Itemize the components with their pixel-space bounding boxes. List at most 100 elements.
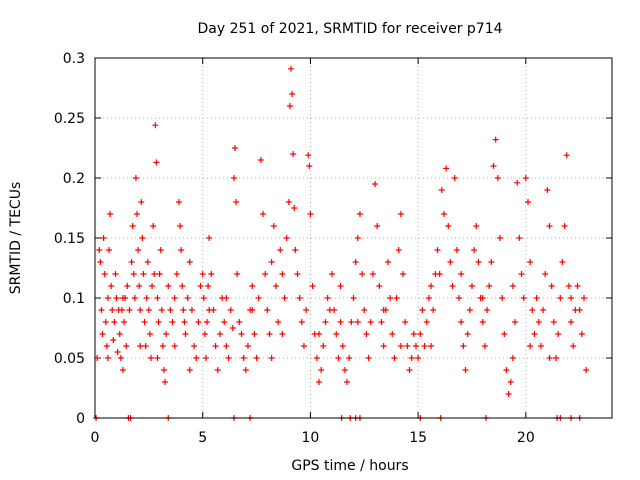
data-point — [344, 379, 351, 385]
data-point — [201, 331, 208, 337]
data-point — [97, 259, 104, 265]
data-point — [268, 259, 275, 265]
data-point — [288, 65, 295, 72]
x-tick-label: 20 — [517, 430, 535, 446]
data-point — [574, 283, 581, 289]
data-point — [227, 307, 234, 313]
data-point — [380, 307, 387, 313]
data-point — [141, 319, 148, 325]
data-point — [143, 295, 150, 301]
data-point — [101, 271, 108, 277]
data-point — [223, 295, 230, 301]
data-point — [232, 145, 239, 151]
data-point — [557, 295, 564, 301]
data-point — [546, 223, 553, 229]
data-point — [132, 175, 139, 181]
data-point — [134, 211, 141, 217]
data-point — [279, 271, 286, 277]
data-point — [395, 247, 402, 253]
data-point — [167, 307, 174, 313]
data-point — [464, 331, 471, 337]
data-point — [202, 355, 209, 361]
data-point — [257, 157, 264, 163]
data-point — [120, 295, 127, 301]
data-point — [361, 307, 368, 313]
data-point — [204, 319, 211, 325]
data-point — [162, 379, 169, 385]
data-point — [380, 343, 387, 349]
data-point — [197, 283, 204, 289]
data-point — [135, 247, 142, 253]
data-point — [98, 307, 105, 313]
data-point — [305, 152, 312, 159]
data-point — [542, 271, 549, 277]
data-point — [492, 136, 499, 143]
data-point — [253, 355, 260, 361]
data-point — [251, 331, 258, 337]
data-point — [208, 271, 215, 277]
data-point — [107, 211, 114, 217]
data-point — [144, 259, 151, 265]
data-point — [186, 367, 193, 373]
data-point — [367, 319, 374, 325]
data-point — [244, 343, 251, 349]
data-point — [242, 367, 249, 373]
data-point — [306, 163, 313, 169]
data-point — [354, 235, 361, 241]
data-point — [570, 343, 577, 349]
data-point — [179, 283, 186, 289]
data-point — [412, 343, 419, 349]
data-point — [583, 367, 590, 373]
data-point — [436, 271, 443, 277]
data-point — [298, 319, 305, 325]
data-point — [565, 283, 572, 289]
data-point — [559, 259, 566, 265]
data-point — [501, 331, 508, 337]
data-point — [324, 295, 331, 301]
data-point — [419, 307, 426, 313]
data-point — [568, 295, 575, 301]
data-point — [193, 355, 200, 361]
data-point — [188, 307, 195, 313]
data-point — [550, 319, 557, 325]
data-point — [462, 367, 469, 373]
data-point — [160, 367, 167, 373]
data-point — [117, 355, 124, 361]
data-point — [509, 283, 516, 289]
data-point — [531, 331, 538, 337]
data-point — [499, 295, 506, 301]
data-point — [131, 295, 138, 301]
data-point — [460, 343, 467, 349]
data-point — [186, 259, 193, 265]
data-point — [155, 319, 162, 325]
data-point — [145, 307, 152, 313]
data-point — [316, 379, 323, 385]
data-point — [428, 283, 435, 289]
data-point — [291, 205, 298, 211]
data-point — [104, 355, 111, 361]
data-point — [512, 319, 519, 325]
data-point — [404, 343, 411, 349]
data-point — [96, 247, 103, 253]
data-point — [481, 343, 488, 349]
data-point — [279, 331, 286, 337]
plot-frame — [94, 57, 613, 419]
data-point — [130, 271, 137, 277]
data-point — [507, 379, 514, 385]
data-point — [138, 199, 145, 205]
data-point — [522, 175, 529, 181]
data-point — [333, 331, 340, 337]
data-point — [335, 355, 342, 361]
data-point — [149, 283, 156, 289]
data-point — [535, 319, 542, 325]
y-tick-label: 0.3 — [63, 51, 85, 67]
data-point — [359, 271, 366, 277]
data-point — [527, 259, 534, 265]
data-point — [136, 283, 143, 289]
data-point — [529, 307, 536, 313]
x-tick-label: 0 — [91, 430, 100, 446]
data-point — [458, 319, 465, 325]
data-point — [486, 283, 493, 289]
data-point — [249, 307, 256, 313]
data-point — [158, 307, 165, 313]
